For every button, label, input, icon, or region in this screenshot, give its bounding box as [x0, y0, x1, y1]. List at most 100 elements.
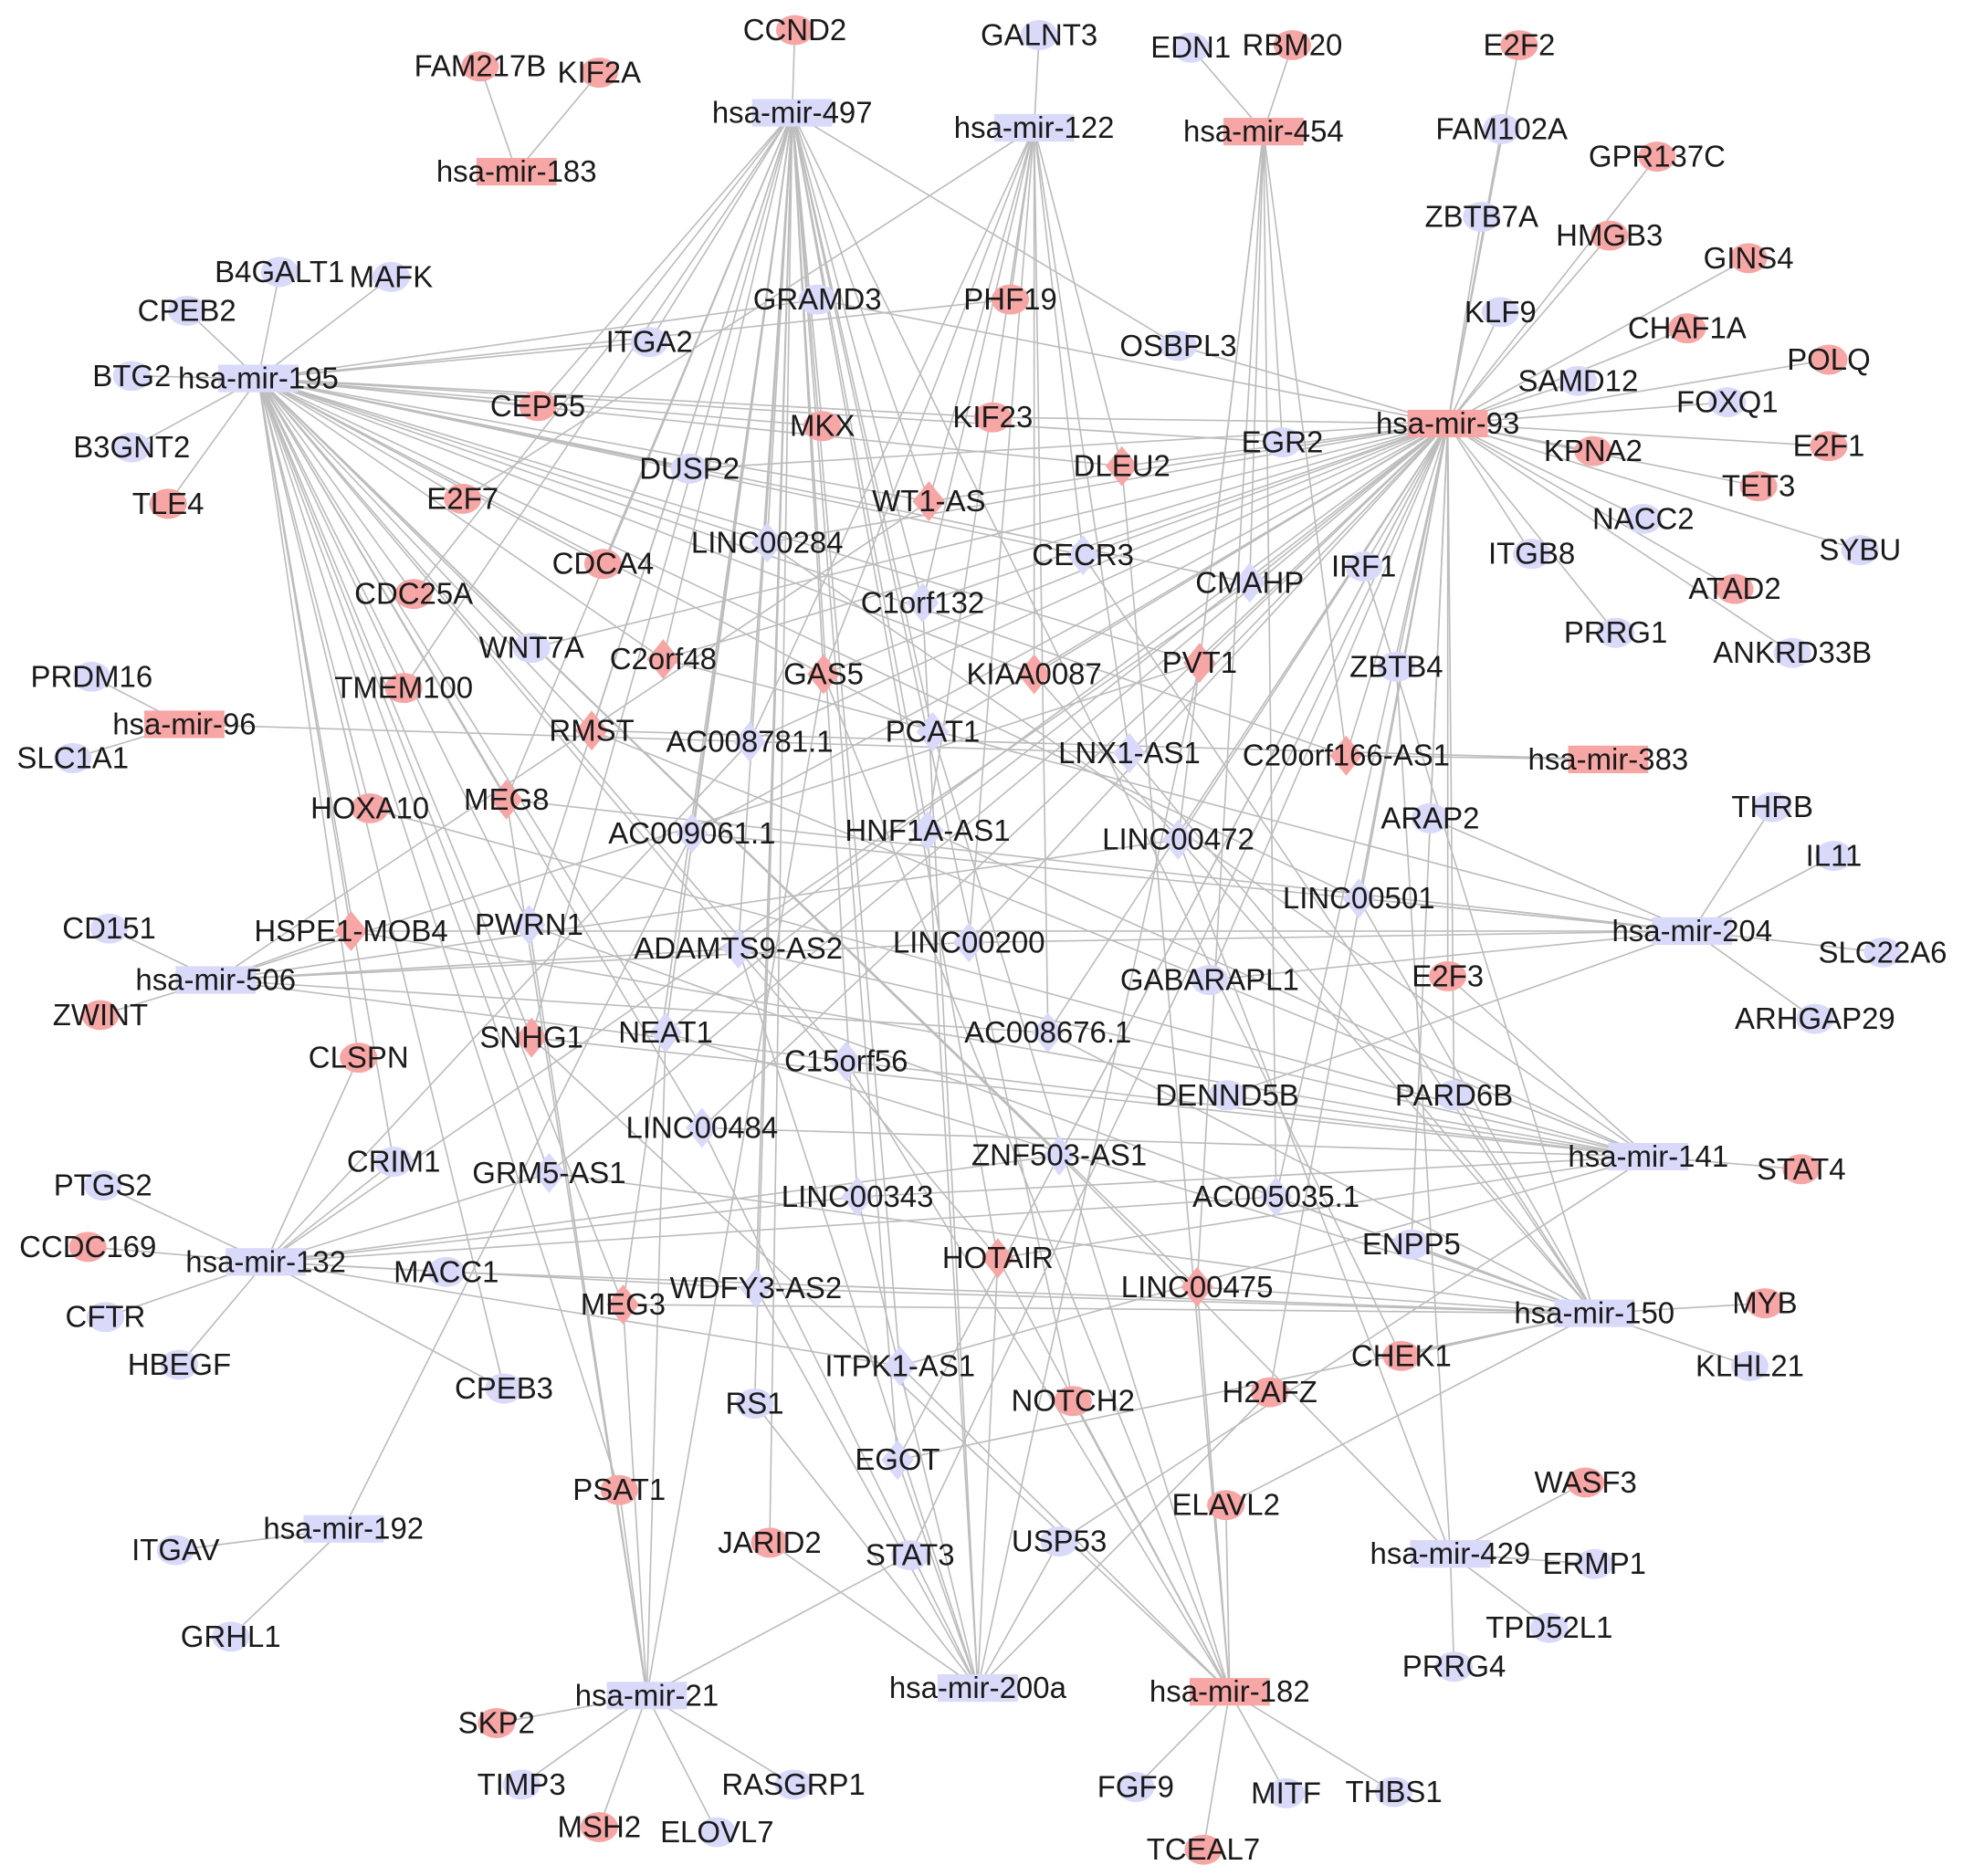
- node-hsa-mir-204[interactable]: hsa-mir-204: [1611, 914, 1772, 948]
- node-macc1[interactable]: MACC1: [394, 1254, 499, 1288]
- node-linc00200[interactable]: LINC00200: [893, 922, 1045, 963]
- node-skp2[interactable]: SKP2: [458, 1706, 535, 1740]
- node-fam217b[interactable]: FAM217B: [415, 49, 547, 83]
- node-hsa-mir-383[interactable]: hsa-mir-383: [1528, 742, 1689, 776]
- node-ac008781-1[interactable]: AC008781.1: [666, 721, 834, 762]
- node-zwint[interactable]: ZWINT: [53, 998, 148, 1032]
- node-osbpl3[interactable]: OSBPL3: [1119, 329, 1236, 362]
- node-meg8[interactable]: MEG8: [464, 779, 549, 820]
- node-thrb[interactable]: THRB: [1731, 790, 1813, 823]
- node-hsa-mir-122[interactable]: hsa-mir-122: [954, 110, 1115, 144]
- node-meg3[interactable]: MEG3: [581, 1284, 666, 1325]
- node-hsa-mir-141[interactable]: hsa-mir-141: [1568, 1139, 1728, 1173]
- node-hsa-mir-132[interactable]: hsa-mir-132: [185, 1244, 346, 1278]
- node-notch2[interactable]: NOTCH2: [1011, 1384, 1134, 1418]
- node-kpna2[interactable]: KPNA2: [1544, 434, 1643, 467]
- node-polq[interactable]: POLQ: [1787, 342, 1871, 376]
- node-cpeb3[interactable]: CPEB3: [455, 1371, 553, 1405]
- node-rasgrp1[interactable]: RASGRP1: [721, 1767, 865, 1801]
- node-wdfy3-as2[interactable]: WDFY3-AS2: [670, 1268, 843, 1309]
- node-itpk1-as1[interactable]: ITPK1-AS1: [824, 1346, 975, 1387]
- node-hbegf[interactable]: HBEGF: [128, 1347, 231, 1381]
- node-mkx[interactable]: MKX: [790, 409, 855, 443]
- node-klf9[interactable]: KLF9: [1464, 295, 1537, 329]
- node-hnf1a-as1[interactable]: HNF1A-AS1: [845, 811, 1011, 852]
- node-cpeb2[interactable]: CPEB2: [138, 293, 236, 327]
- node-chaf1a[interactable]: CHAF1A: [1628, 311, 1747, 345]
- node-stat4[interactable]: STAT4: [1757, 1152, 1846, 1186]
- node-pard6b[interactable]: PARD6B: [1395, 1078, 1513, 1112]
- node-itgb8[interactable]: ITGB8: [1488, 537, 1575, 571]
- node-gpr137c[interactable]: GPR137C: [1589, 140, 1726, 173]
- node-psat1[interactable]: PSAT1: [572, 1473, 666, 1506]
- node-atad2[interactable]: ATAD2: [1688, 571, 1780, 605]
- node-grhl1[interactable]: GRHL1: [181, 1619, 281, 1653]
- node-pvt1[interactable]: PVT1: [1162, 643, 1237, 684]
- node-zbtb7a[interactable]: ZBTB7A: [1424, 199, 1538, 233]
- node-egr2[interactable]: EGR2: [1242, 425, 1324, 459]
- node-clspn[interactable]: CLSPN: [309, 1041, 409, 1074]
- node-prrg4[interactable]: PRRG4: [1402, 1650, 1506, 1683]
- node-slc22a6[interactable]: SLC22A6: [1819, 935, 1947, 969]
- node-galnt3[interactable]: GALNT3: [981, 17, 1097, 51]
- node-cep55[interactable]: CEP55: [490, 389, 585, 423]
- node-samd12[interactable]: SAMD12: [1518, 363, 1639, 397]
- node-hsa-mir-192[interactable]: hsa-mir-192: [263, 1512, 424, 1546]
- node-gramd3[interactable]: GRAMD3: [753, 282, 882, 316]
- node-hsa-mir-21[interactable]: hsa-mir-21: [575, 1678, 719, 1712]
- node-elavl2[interactable]: ELAVL2: [1171, 1488, 1279, 1522]
- node-b4galt1[interactable]: B4GALT1: [215, 255, 344, 288]
- node-edn1[interactable]: EDN1: [1150, 30, 1231, 64]
- node-phf19[interactable]: PHF19: [963, 282, 1057, 316]
- node-linc00472[interactable]: LINC00472: [1102, 819, 1254, 860]
- node-gins4[interactable]: GINS4: [1704, 241, 1794, 275]
- node-c20orf166-as1[interactable]: C20orf166-AS1: [1243, 735, 1450, 776]
- node-wasf3[interactable]: WASF3: [1535, 1465, 1637, 1499]
- node-il11[interactable]: IL11: [1806, 839, 1863, 873]
- node-tceal7[interactable]: TCEAL7: [1147, 1832, 1260, 1866]
- node-hspe1-mob4[interactable]: HSPE1-MOB4: [254, 910, 448, 951]
- node-ac009061-1[interactable]: AC009061.1: [608, 812, 775, 854]
- node-c15orf56[interactable]: C15orf56: [784, 1041, 908, 1082]
- node-e2f3[interactable]: E2F3: [1412, 959, 1484, 992]
- node-kiaa0087[interactable]: KIAA0087: [966, 654, 1102, 695]
- node-crim1[interactable]: CRIM1: [347, 1145, 440, 1179]
- node-ac005035-1[interactable]: AC005035.1: [1192, 1177, 1359, 1217]
- node-mitf[interactable]: MITF: [1251, 1776, 1321, 1809]
- node-tpd52l1[interactable]: TPD52L1: [1485, 1610, 1612, 1644]
- node-adamts9-as2[interactable]: ADAMTS9-AS2: [634, 928, 843, 969]
- node-msh2[interactable]: MSH2: [558, 1809, 642, 1843]
- node-cecr3[interactable]: CECR3: [1032, 535, 1134, 576]
- node-h2afz[interactable]: H2AFZ: [1223, 1375, 1317, 1409]
- node-btg2[interactable]: BTG2: [92, 359, 171, 393]
- node-hsa-mir-183[interactable]: hsa-mir-183: [436, 154, 597, 188]
- node-e2f1[interactable]: E2F1: [1793, 429, 1865, 463]
- node-wt1-as[interactable]: WT1-AS: [872, 481, 986, 522]
- node-itgav[interactable]: ITGAV: [131, 1533, 219, 1567]
- node-ccdc169[interactable]: CCDC169: [19, 1230, 156, 1263]
- node-ac008676-1[interactable]: AC008676.1: [964, 1012, 1131, 1053]
- node-dleu2[interactable]: DLEU2: [1074, 445, 1170, 487]
- node-ptgs2[interactable]: PTGS2: [54, 1169, 152, 1202]
- node-hoxa10[interactable]: HOXA10: [310, 791, 429, 824]
- node-hsa-mir-182[interactable]: hsa-mir-182: [1149, 1674, 1310, 1708]
- node-grm5-as1[interactable]: GRM5-AS1: [472, 1152, 626, 1193]
- node-ankrd33b[interactable]: ANKRD33B: [1713, 635, 1872, 669]
- node-rmst[interactable]: RMST: [549, 710, 635, 751]
- node-pwrn1[interactable]: PWRN1: [475, 905, 583, 946]
- node-tmem100[interactable]: TMEM100: [334, 671, 473, 705]
- node-lnx1-as1[interactable]: LNX1-AS1: [1058, 733, 1201, 773]
- node-snhg1[interactable]: SNHG1: [479, 1017, 583, 1058]
- node-dennd5b[interactable]: DENND5B: [1155, 1078, 1298, 1112]
- node-c1orf132[interactable]: C1orf132: [861, 582, 985, 624]
- node-stat3[interactable]: STAT3: [866, 1538, 955, 1572]
- node-arap2[interactable]: ARAP2: [1380, 801, 1479, 834]
- node-e2f7[interactable]: E2F7: [426, 481, 499, 515]
- node-timp3[interactable]: TIMP3: [478, 1767, 566, 1801]
- node-cftr[interactable]: CFTR: [66, 1300, 146, 1334]
- node-slc1a1[interactable]: SLC1A1: [16, 740, 129, 774]
- node-hsa-mir-506[interactable]: hsa-mir-506: [135, 962, 296, 996]
- node-hmgb3[interactable]: HMGB3: [1556, 218, 1663, 252]
- node-mafk[interactable]: MAFK: [350, 259, 434, 293]
- node-cdc25a[interactable]: CDC25A: [354, 577, 473, 611]
